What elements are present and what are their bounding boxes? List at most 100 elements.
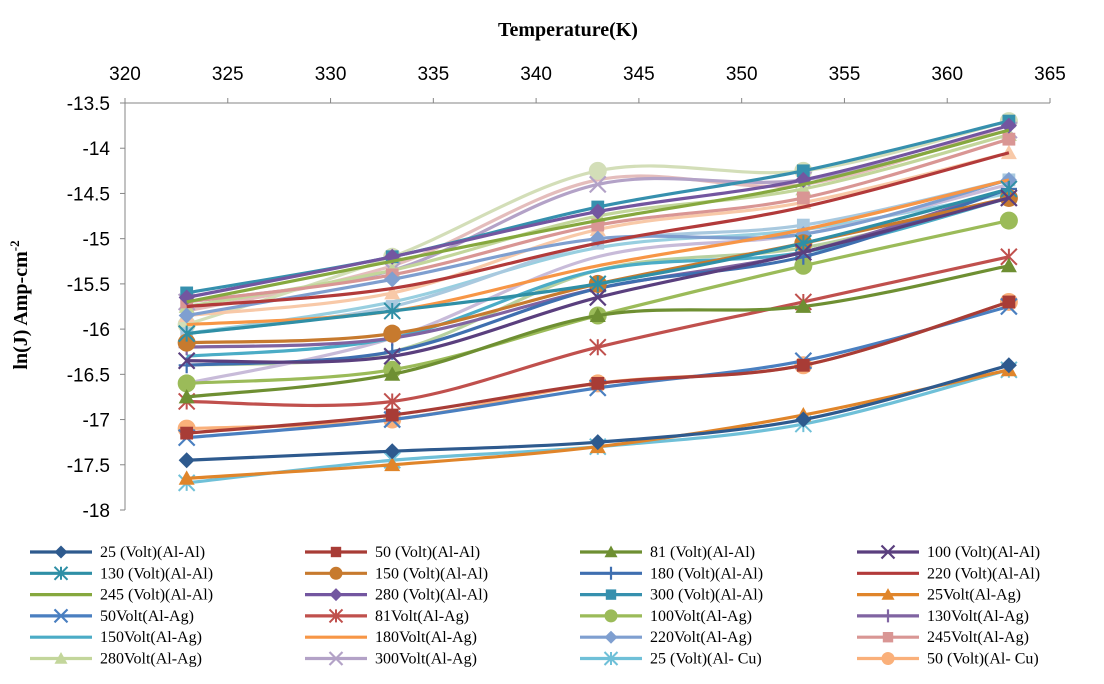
x-tick-label: 355 xyxy=(829,64,861,85)
y-axis-title-group: ln(J) Amp-cm-2 xyxy=(7,240,32,369)
data-point xyxy=(589,288,607,307)
legend-item: 50 (Volt)(Al- Cu) xyxy=(857,651,1039,668)
y-tick-label: -14 xyxy=(83,139,111,160)
y-tick-label: -16.5 xyxy=(67,365,110,386)
legend-item: 25 (Volt)(Al- Cu) xyxy=(580,651,762,668)
data-point xyxy=(330,546,342,558)
data-point xyxy=(589,203,606,220)
legend-item: 81Volt(Al-Ag) xyxy=(305,608,469,625)
data-point xyxy=(589,275,607,293)
y-axis-title-main: ln(J) Amp-cm xyxy=(10,251,32,370)
data-point xyxy=(795,298,812,313)
legend-label: 300 (Volt)(Al-Al) xyxy=(650,587,763,604)
series-layer xyxy=(177,112,1018,492)
legend-label: 180Volt(Al-Ag) xyxy=(375,629,477,646)
legend-item: 245 (Volt)(Al-Al) xyxy=(30,587,213,604)
data-point xyxy=(54,545,68,559)
data-point xyxy=(605,589,617,600)
data-point xyxy=(383,347,401,366)
y-tick-label: -13.5 xyxy=(67,94,110,115)
legend-item: 81 (Volt)(Al-Al) xyxy=(580,544,755,561)
data-point xyxy=(383,302,401,320)
legend-item: 150 (Volt)(Al-Al) xyxy=(305,565,488,582)
data-point xyxy=(1000,144,1017,160)
legend: 25 (Volt)(Al-Al) 50 (Volt)(Al-Al) 81 (Volt… xyxy=(30,544,1040,668)
series-line xyxy=(186,304,1010,440)
series-9 xyxy=(186,128,1010,304)
data-point xyxy=(589,338,607,356)
data-point xyxy=(881,652,895,665)
data-point xyxy=(384,271,401,288)
data-point xyxy=(328,651,344,666)
legend-item: 300 (Volt)(Al-Al) xyxy=(580,587,763,604)
legend-label: 130Volt(Al-Ag) xyxy=(927,608,1029,625)
series-line xyxy=(186,128,1010,304)
x-tick-label: 335 xyxy=(417,64,449,85)
legend-label: 25 (Volt)(Al-Al) xyxy=(100,544,205,561)
data-point xyxy=(384,284,401,300)
series-4 xyxy=(177,189,1018,370)
data-point xyxy=(796,358,810,372)
y-tick-label: -18 xyxy=(83,501,110,522)
x-tick-label: 345 xyxy=(623,64,655,85)
x-tick-label: 365 xyxy=(1034,64,1066,85)
data-point xyxy=(604,566,618,580)
legend-item: 25Volt(Al-Ag) xyxy=(857,587,1021,604)
legend-item: 50 (Volt)(Al-Al) xyxy=(305,544,480,561)
legend-item: 100Volt(Al-Ag) xyxy=(580,608,752,625)
legend-item: 280 (Volt)(Al-Al) xyxy=(305,587,488,604)
data-point xyxy=(604,609,618,623)
data-point xyxy=(881,588,895,600)
y-tick-label: -17 xyxy=(83,411,110,432)
data-point xyxy=(588,161,607,180)
legend-label: 150Volt(Al-Ag) xyxy=(100,629,202,646)
data-point xyxy=(880,544,896,560)
legend-label: 50 (Volt)(Al-Al) xyxy=(375,544,480,561)
legend-item: 25 (Volt)(Al-Al) xyxy=(30,544,205,561)
x-tick-label: 330 xyxy=(315,64,347,85)
series-3 xyxy=(178,257,1017,404)
data-point xyxy=(177,351,196,370)
legend-label: 280Volt(Al-Ag) xyxy=(100,651,202,668)
data-point xyxy=(881,609,895,623)
data-point xyxy=(1000,189,1018,207)
x-axis-title: Temperature(K) xyxy=(498,19,638,41)
y-tick-label: -15.5 xyxy=(67,275,110,296)
data-point xyxy=(384,366,401,381)
data-point xyxy=(329,588,343,602)
legend-item: 180Volt(Al-Ag) xyxy=(305,629,477,646)
data-point xyxy=(383,392,401,411)
legend-label: 220 (Volt)(Al-Al) xyxy=(927,565,1040,582)
data-point xyxy=(54,652,68,664)
legend-label: 50 (Volt)(Al- Cu) xyxy=(927,651,1039,668)
data-point xyxy=(384,443,401,460)
data-point xyxy=(177,374,196,393)
data-point xyxy=(53,608,69,624)
data-point xyxy=(795,411,812,428)
data-point xyxy=(796,191,810,205)
data-point xyxy=(177,324,196,343)
data-point xyxy=(328,608,344,624)
data-point xyxy=(603,651,619,666)
y-tick-label: -14.5 xyxy=(67,184,110,205)
legend-item: 130 (Volt)(Al-Al) xyxy=(30,565,213,582)
y-tick-label: -17.5 xyxy=(67,456,110,477)
x-tick-label: 325 xyxy=(212,64,244,85)
legend-label: 300Volt(Al-Ag) xyxy=(375,651,477,668)
legend-item: 180 (Volt)(Al-Al) xyxy=(580,565,763,582)
data-point xyxy=(178,307,195,324)
legend-label: 81 (Volt)(Al-Al) xyxy=(650,544,755,561)
legend-item: 220Volt(Al-Ag) xyxy=(580,629,752,646)
x-tick-labels: 320 325 330 335 340 345 350 355 360 365 xyxy=(109,64,1066,85)
legend-item: 220 (Volt)(Al-Al) xyxy=(857,565,1040,582)
legend-label: 50Volt(Al-Ag) xyxy=(100,608,194,625)
data-point xyxy=(604,545,618,558)
x-tick-label: 360 xyxy=(931,64,963,85)
legend-item: 280Volt(Al-Ag) xyxy=(30,651,202,668)
data-point xyxy=(882,632,894,643)
data-point xyxy=(53,566,69,581)
data-point xyxy=(589,175,607,194)
data-point xyxy=(180,426,194,440)
data-point xyxy=(178,470,195,485)
